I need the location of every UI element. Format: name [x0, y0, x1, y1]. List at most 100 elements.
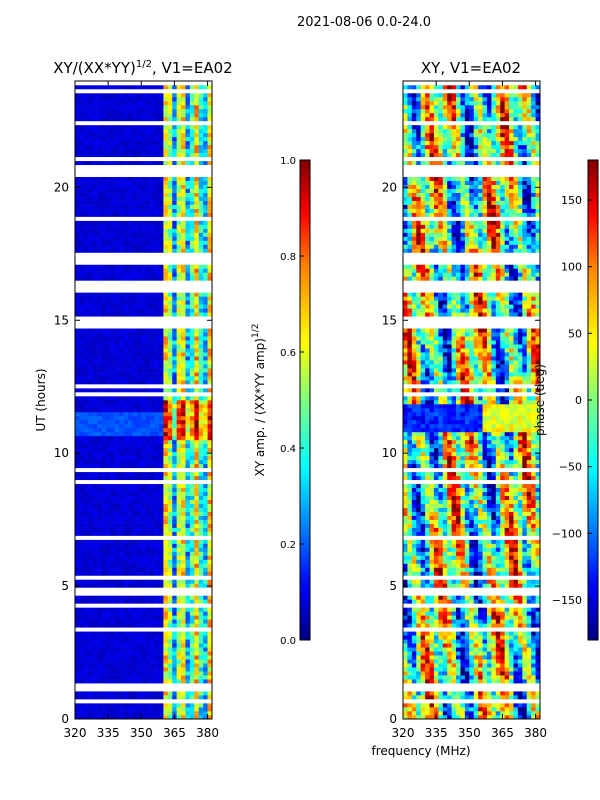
- heatmap-cell: [451, 691, 457, 696]
- heatmap-cell: [478, 707, 483, 712]
- heatmap-cell: [486, 647, 492, 652]
- heatmap-cell: [158, 116, 164, 122]
- heatmap-cell: [128, 152, 133, 158]
- heatmap-cell: [110, 595, 116, 600]
- heatmap-cell: [194, 108, 200, 114]
- heatmap-cell: [531, 615, 536, 620]
- heatmap-cell: [101, 639, 107, 644]
- heatmap-cell: [75, 328, 80, 333]
- heatmap-cell: [119, 96, 124, 102]
- heatmap-cell: [207, 372, 212, 377]
- heatmap-cell: [172, 152, 177, 158]
- heatmap-cell: [119, 388, 124, 393]
- heatmap-cell: [128, 244, 133, 249]
- heatmap-cell: [105, 224, 111, 229]
- heatmap-cell: [145, 447, 151, 453]
- heatmap-cell: [163, 220, 169, 225]
- heatmap-cell: [101, 611, 107, 616]
- heatmap-cell: [101, 136, 107, 142]
- heatmap-cell: [154, 104, 160, 110]
- heatmap-cell: [185, 491, 191, 496]
- heatmap-cell: [119, 411, 124, 417]
- heatmap-cell: [79, 607, 85, 612]
- heatmap-cell: [141, 152, 147, 158]
- heatmap-cell: [522, 607, 528, 612]
- heatmap-cell: [176, 276, 182, 281]
- heatmap-cell: [411, 659, 417, 664]
- heatmap-cell: [79, 96, 85, 102]
- heatmap-cell: [176, 619, 182, 624]
- heatmap-cell: [203, 419, 208, 425]
- heatmap-cell: [491, 607, 497, 612]
- heatmap-cell: [105, 635, 111, 640]
- heatmap-cell: [101, 527, 107, 532]
- heatmap-cell: [145, 144, 151, 150]
- heatmap-cell: [97, 483, 102, 489]
- heatmap-cell: [172, 96, 177, 102]
- heatmap-cell: [172, 495, 177, 500]
- heatmap-cell: [189, 248, 195, 253]
- heatmap-cell: [83, 104, 89, 110]
- heatmap-cell: [451, 707, 457, 712]
- heatmap-cell: [114, 447, 120, 453]
- heatmap-cell: [136, 547, 142, 552]
- heatmap-cell: [460, 651, 466, 656]
- heatmap-cell: [92, 519, 98, 524]
- heatmap-cell: [128, 336, 133, 341]
- heatmap-cell: [189, 368, 195, 373]
- heatmap-cell: [194, 268, 200, 273]
- heatmap-cell: [119, 667, 124, 672]
- heatmap-cell: [198, 360, 204, 365]
- heatmap-cell: [163, 511, 169, 516]
- heatmap-cell: [83, 388, 89, 393]
- heatmap-cell: [105, 695, 111, 700]
- heatmap-cell: [416, 583, 421, 588]
- heatmap-cell: [79, 711, 85, 716]
- heatmap-cell: [132, 651, 138, 656]
- heatmap-cell: [189, 703, 195, 708]
- heatmap-cell: [198, 539, 204, 544]
- heatmap-cell: [442, 635, 448, 640]
- heatmap-cell: [460, 643, 466, 648]
- heatmap-cell: [114, 112, 120, 118]
- heatmap-cell: [456, 667, 461, 672]
- heatmap-cell: [75, 679, 80, 684]
- heatmap-cell: [132, 415, 138, 421]
- heatmap-cell: [167, 707, 173, 712]
- heatmap-cell: [105, 160, 111, 166]
- heatmap-cell: [136, 188, 142, 193]
- heatmap-cell: [114, 579, 120, 584]
- heatmap-cell: [517, 691, 523, 696]
- heatmap-cell: [407, 631, 413, 636]
- heatmap-cell: [185, 531, 191, 536]
- heatmap-cell: [207, 244, 212, 249]
- heatmap-cell: [119, 539, 124, 544]
- heatmap-cell: [92, 192, 98, 197]
- heatmap-cell: [194, 248, 200, 253]
- heatmap-cell: [97, 439, 102, 445]
- heatmap-cell: [451, 647, 457, 652]
- heatmap-cell: [517, 567, 523, 572]
- heatmap-cell: [176, 583, 182, 588]
- heatmap-cell: [136, 475, 142, 481]
- heatmap-cell: [128, 487, 133, 493]
- heatmap-cell: [172, 403, 177, 409]
- heatmap-cell: [189, 272, 195, 277]
- heatmap-cell: [411, 619, 417, 624]
- heatmap-cell: [203, 112, 208, 118]
- heatmap-cell: [172, 695, 177, 700]
- heatmap-cell: [429, 703, 435, 708]
- heatmap-cell: [75, 296, 80, 301]
- heatmap-cell: [207, 332, 212, 337]
- heatmap-cell: [154, 380, 160, 385]
- heatmap-cell: [150, 671, 155, 676]
- heatmap-cell: [189, 160, 195, 166]
- heatmap-cell: [189, 643, 195, 648]
- heatmap-cell: [83, 463, 89, 469]
- heatmap-cell: [194, 431, 200, 437]
- heatmap-cell: [185, 312, 191, 317]
- heatmap-cell: [132, 487, 138, 493]
- heatmap-cell: [522, 611, 528, 616]
- heatmap-cell: [513, 679, 519, 684]
- heatmap-cell: [154, 559, 160, 564]
